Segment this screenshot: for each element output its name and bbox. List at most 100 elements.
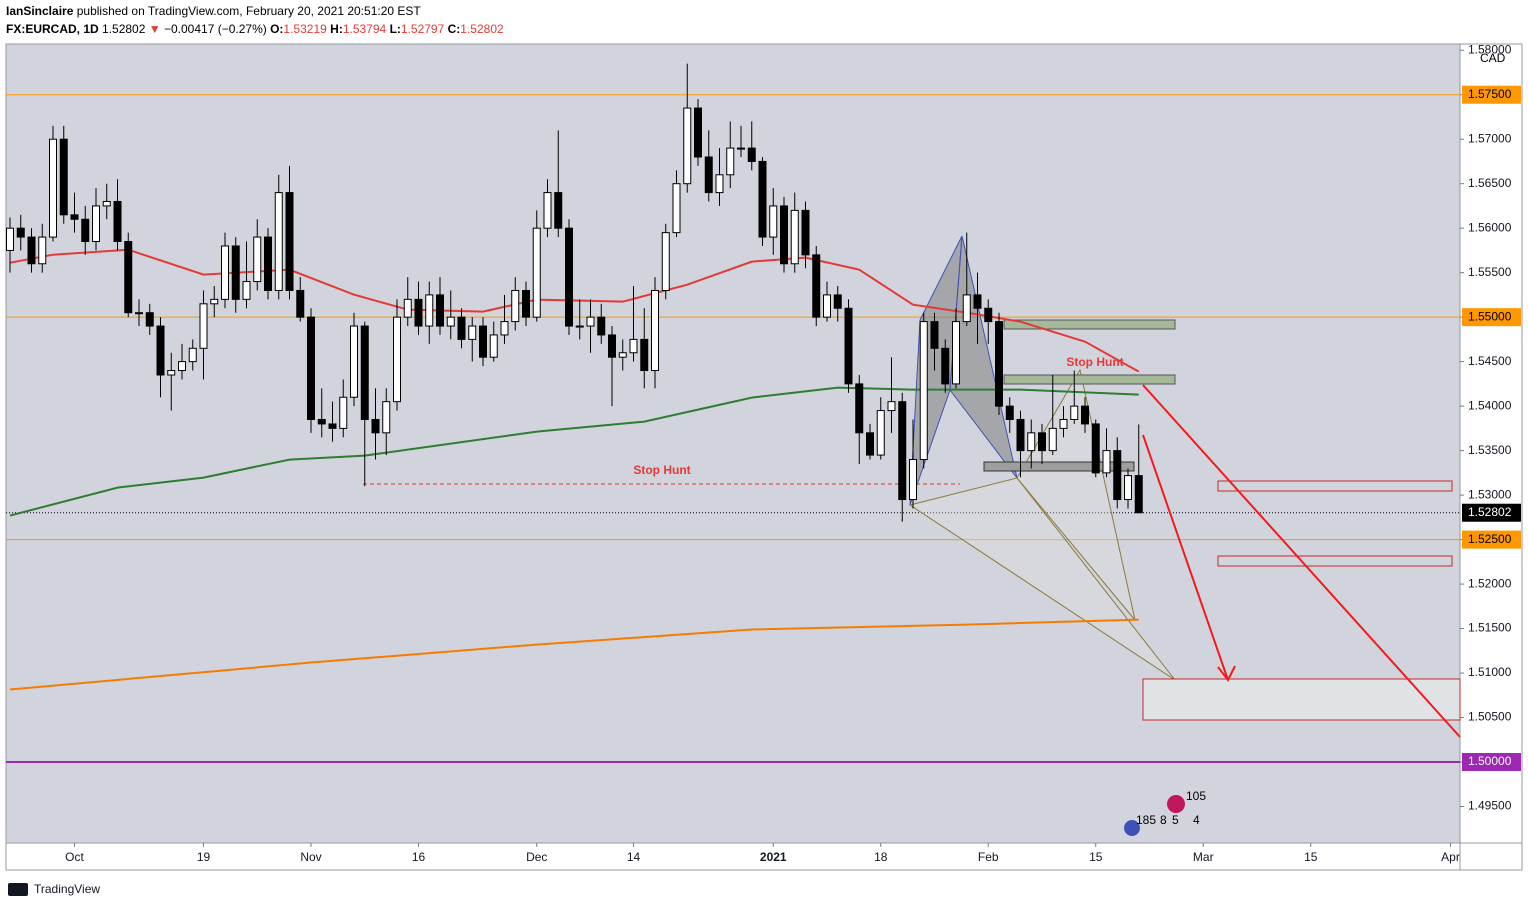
arrow: ▼ — [149, 22, 161, 36]
candle-body — [81, 218, 90, 243]
level-label: 1.57500 — [1468, 87, 1512, 101]
change: −0.00417 (−0.27%) — [164, 22, 267, 36]
candle-body — [565, 227, 573, 327]
y-tick-label: 1.51000 — [1468, 665, 1512, 679]
badge-text: 185 — [1136, 813, 1156, 827]
candle-body — [984, 307, 993, 323]
candle-body — [737, 147, 745, 150]
y-tick-label: 1.54500 — [1468, 354, 1512, 368]
x-tick-label: Dec — [526, 850, 547, 864]
candle-body — [661, 232, 670, 291]
candle-body — [898, 401, 907, 501]
symbol-line: FX:EURCAD, 1D 1.52802 ▼ −0.00417 (−0.27%… — [6, 22, 504, 36]
candle-body — [973, 294, 982, 309]
candle-body — [296, 289, 305, 318]
candle-body — [27, 236, 36, 265]
target-box — [1217, 555, 1453, 567]
candle-body — [672, 183, 681, 234]
y-tick-label: 1.51500 — [1468, 621, 1512, 635]
candle-body — [70, 214, 79, 220]
candle-body — [264, 236, 272, 291]
candle-body — [156, 325, 165, 376]
zone — [1003, 319, 1176, 330]
y-tick-label: 1.58000 — [1468, 42, 1512, 56]
candle-body — [823, 294, 831, 318]
x-tick-label: Nov — [300, 850, 321, 864]
candle-body — [167, 370, 176, 376]
candle-body — [758, 160, 767, 238]
badge-text: 8 — [1160, 813, 1167, 827]
candle-body — [995, 321, 1003, 407]
header-line: IanSinclaire published on TradingView.co… — [6, 4, 421, 18]
published: published on TradingView.com, February 2… — [77, 4, 422, 18]
candle-body — [694, 107, 702, 158]
l: 1.52797 — [401, 22, 445, 36]
o-label: O: — [270, 22, 283, 36]
candle-body — [704, 156, 713, 194]
candle-body — [489, 334, 498, 358]
candle-body — [952, 321, 960, 385]
candle-body — [403, 298, 412, 318]
badge-text: 105 — [1186, 789, 1206, 803]
x-tick-label: 15 — [1304, 850, 1318, 864]
candle-body — [274, 192, 283, 291]
price: 1.52802 — [102, 22, 146, 36]
y-tick-label: 1.56000 — [1468, 220, 1512, 234]
candle-body — [683, 107, 692, 185]
candle-body — [597, 316, 606, 336]
candle-body — [726, 147, 735, 176]
candle-body — [887, 401, 896, 412]
target-box — [1142, 678, 1461, 721]
candle-body — [16, 227, 25, 238]
candle-body — [425, 294, 434, 327]
candle-body — [102, 200, 111, 207]
candle-body — [876, 410, 885, 456]
candle-body — [586, 316, 595, 327]
x-tick-label: Apr — [1441, 850, 1460, 864]
target-box — [1217, 480, 1453, 492]
candle-body — [1059, 418, 1068, 429]
level-label-bg — [1462, 85, 1521, 104]
pattern — [1016, 368, 1136, 621]
annotation: Stop Hunt — [633, 463, 690, 477]
candle-body — [457, 316, 466, 340]
y-tick-label: 1.49500 — [1468, 799, 1512, 813]
level-label: 1.50000 — [1468, 754, 1512, 768]
y-tick-label: 1.52000 — [1468, 576, 1512, 590]
y-tick-label: 1.57000 — [1468, 131, 1512, 145]
candle-body — [328, 423, 337, 429]
candle-body — [1048, 427, 1057, 452]
l-label: L: — [390, 22, 401, 36]
candle-body — [317, 418, 326, 425]
candle-body — [1027, 432, 1036, 452]
candle-body — [436, 294, 444, 327]
candle-body — [468, 325, 477, 340]
x-tick-label: 2021 — [760, 850, 787, 864]
candle-body — [747, 147, 756, 162]
y-tick-label: 1.50500 — [1468, 710, 1512, 724]
candle-body — [145, 312, 154, 327]
x-tick-label: Oct — [65, 850, 84, 864]
candle-body — [801, 209, 810, 256]
candle-body — [382, 401, 391, 434]
brand: TradingView — [34, 882, 100, 896]
candle-body — [543, 192, 552, 229]
candle-body — [618, 352, 627, 358]
symbol: FX:EURCAD, 1D — [6, 22, 99, 36]
candle-body — [199, 303, 208, 349]
candle-body — [575, 325, 584, 328]
candles — [6, 63, 1143, 522]
h-label: H: — [330, 22, 343, 36]
candle-body — [221, 245, 229, 300]
candle-body — [188, 347, 197, 363]
arrow-head — [1217, 665, 1236, 682]
candle-body — [629, 338, 638, 354]
candle-body — [1113, 450, 1122, 501]
candle-body — [790, 209, 799, 265]
annotation: Stop Hunt — [1066, 355, 1123, 369]
candle-body — [414, 298, 423, 327]
level-label: 1.55000 — [1468, 309, 1512, 323]
candle-body — [1091, 423, 1100, 474]
candle-body — [49, 138, 57, 238]
publisher: IanSinclaire — [6, 4, 74, 18]
